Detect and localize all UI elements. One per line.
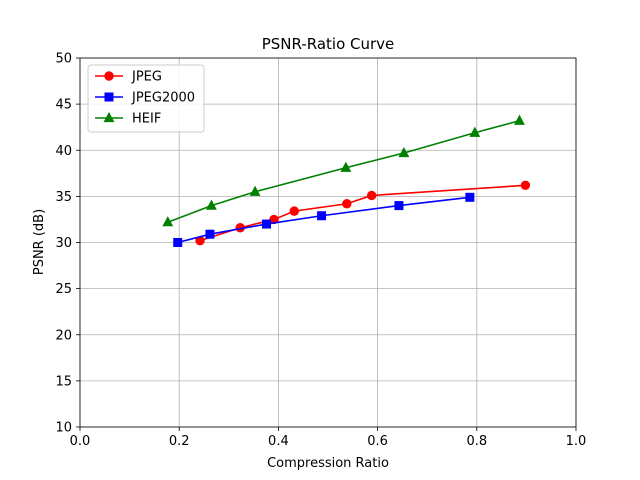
x-tick-label: 0.0 [70, 434, 91, 449]
series-line-jpeg2000 [177, 196, 470, 244]
series-heif [162, 114, 525, 227]
legend-marker-heif [103, 111, 115, 123]
x-tick-label: 1.0 [566, 434, 587, 449]
data-point-heif [398, 146, 410, 158]
y-tick-label: 40 [55, 144, 72, 159]
data-point-jpeg2000 [205, 229, 215, 239]
data-point-heif [249, 185, 261, 196]
x-tick-label: 0.4 [268, 434, 289, 449]
x-tick-label: 0.6 [367, 434, 388, 449]
data-point-heif [340, 161, 352, 172]
legend-label-jpeg: JPEG [131, 70, 162, 85]
series-jpeg2000 [173, 192, 475, 247]
data-point-heif [162, 216, 174, 227]
legend-box [87, 64, 205, 133]
y-tick-label: 25 [55, 282, 72, 297]
y-tick-label: 15 [55, 374, 72, 389]
legend: JPEG JPEG2000 HEIF [87, 64, 205, 133]
data-point-jpeg [520, 180, 531, 191]
data-point-heif [514, 114, 525, 125]
data-point-jpeg2000 [261, 219, 271, 229]
data-point-heif [469, 126, 481, 137]
data-point-jpeg2000 [317, 211, 327, 221]
legend-entry-jpeg2000: JPEG2000 [95, 91, 195, 106]
data-point-heif [206, 199, 217, 210]
data-point-jpeg2000 [465, 192, 475, 202]
legend-label-jpeg2000: JPEG2000 [131, 91, 195, 106]
y-tick-label: 45 [55, 98, 72, 113]
data-point-jpeg [342, 199, 352, 209]
data-point-jpeg [366, 190, 377, 201]
legend-marker-jpeg2000 [104, 92, 114, 102]
y-tick-label: 35 [55, 190, 72, 205]
series-layer [162, 114, 531, 247]
y-tick-label: 50 [55, 52, 72, 67]
legend-entry-jpeg: JPEG [95, 70, 162, 85]
y-tick-label: 20 [55, 328, 72, 343]
y-axis-label: PSNR (dB) [32, 209, 47, 275]
x-axis-label: Compression Ratio [267, 456, 389, 471]
legend-label-heif: HEIF [132, 112, 161, 127]
y-tick-label: 10 [55, 421, 72, 436]
legend-entry-heif: HEIF [95, 112, 161, 127]
axes: 0.0 0.2 0.4 0.6 0.8 1.0 10 15 20 25 30 35 40 45 50 [55, 52, 586, 450]
plot-frame [79, 57, 577, 428]
data-point-jpeg [289, 206, 299, 216]
x-tick-label: 0.2 [169, 434, 190, 449]
x-tick-label: 0.8 [466, 434, 487, 449]
y-tick-label: 30 [55, 236, 72, 251]
data-point-jpeg2000 [173, 238, 183, 247]
data-point-jpeg2000 [394, 201, 404, 211]
series-jpeg [195, 180, 531, 246]
chart-title: PSNR-Ratio Curve [262, 35, 395, 53]
legend-marker-jpeg [104, 71, 114, 81]
